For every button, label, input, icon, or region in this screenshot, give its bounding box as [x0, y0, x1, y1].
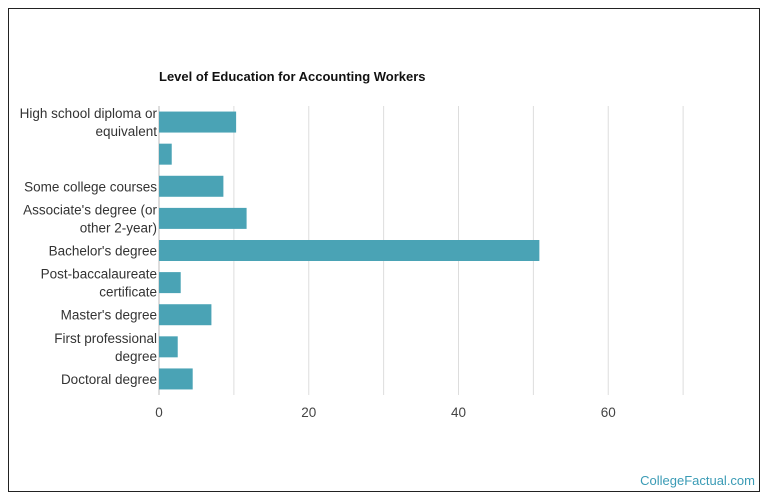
x-axis-ticks: 0 20 40 60 [155, 405, 616, 420]
category-label: certificate [99, 285, 157, 300]
category-label: other 2-year) [80, 220, 157, 235]
category-label: degree [115, 349, 157, 364]
category-labels: High school diploma or equivalent Some col… [20, 106, 158, 387]
bar[interactable] [159, 240, 540, 261]
category-label: Associate's degree (or [23, 202, 157, 217]
category-label: Bachelor's degree [49, 244, 157, 259]
category-label: Doctoral degree [61, 372, 157, 387]
x-tick-label: 20 [301, 405, 316, 420]
bar[interactable] [159, 304, 212, 326]
x-tick-label: 40 [451, 405, 466, 420]
chart-title: Level of Education for Accounting Worker… [159, 69, 426, 84]
bar[interactable] [159, 207, 247, 229]
bars [159, 111, 540, 390]
category-label: Some college courses [24, 179, 157, 194]
bar[interactable] [159, 143, 172, 165]
source-credit[interactable]: CollegeFactual.com [640, 473, 755, 488]
category-label: Post-baccalaureate [41, 267, 157, 282]
bar[interactable] [159, 175, 224, 197]
x-tick-label: 0 [155, 405, 163, 420]
category-label: High school diploma or [20, 106, 158, 121]
bar[interactable] [159, 368, 193, 390]
bar[interactable] [159, 272, 181, 294]
bar[interactable] [159, 336, 178, 358]
category-label: equivalent [95, 124, 157, 139]
x-tick-label: 60 [601, 405, 616, 420]
category-label: First professional [54, 331, 157, 346]
bar[interactable] [159, 111, 237, 133]
category-label: Master's degree [61, 308, 157, 323]
